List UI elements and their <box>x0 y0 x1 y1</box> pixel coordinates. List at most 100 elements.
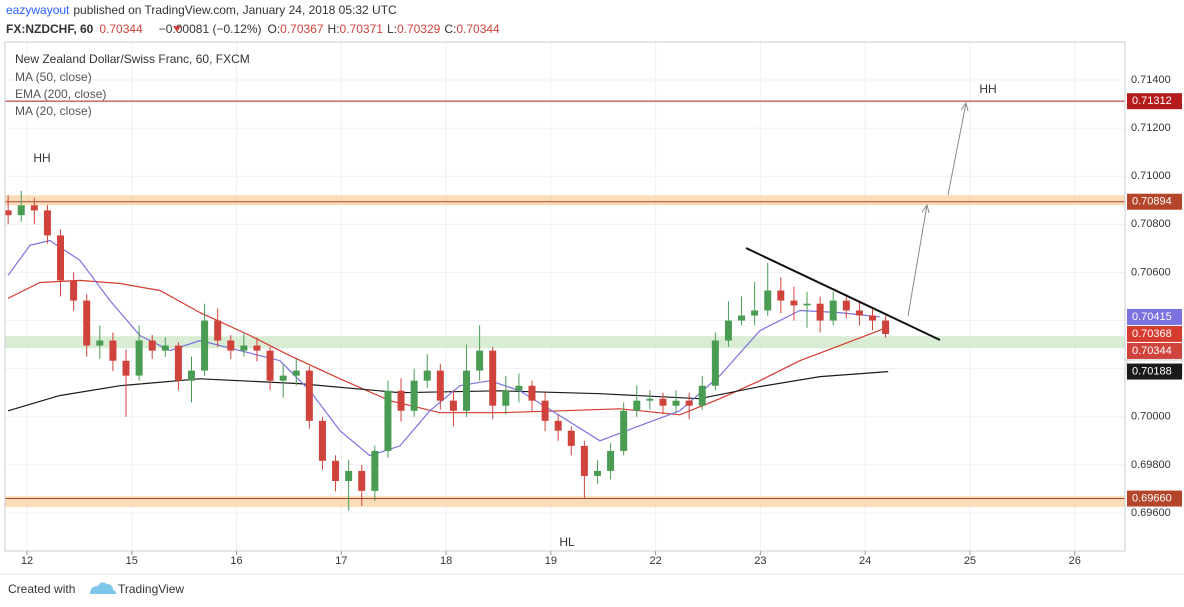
trendline <box>745 247 941 341</box>
price-badge <box>1127 363 1182 380</box>
arrow-head <box>921 203 930 214</box>
candle-body <box>371 450 379 491</box>
zone <box>5 336 1125 349</box>
y-tick-label: 0.70000 <box>1131 411 1171 423</box>
y-tick-label: 0.70600 <box>1131 266 1171 278</box>
header-line: eazywayout published on TradingView.com, … <box>6 3 397 17</box>
legend-entry: MA (20, close) <box>15 104 92 118</box>
candle-body <box>397 390 405 411</box>
price-badge-label: 0.69660 <box>1132 492 1172 504</box>
chart-title: New Zealand Dollar/Swiss Franc, 60, FXCM <box>15 52 250 66</box>
price-badge <box>1127 193 1182 210</box>
indicator-line <box>7 239 880 457</box>
candle-body <box>711 340 719 386</box>
candle-body <box>436 370 444 401</box>
change-arrow <box>173 26 181 32</box>
candle-body <box>724 320 732 341</box>
candle-body <box>122 360 130 376</box>
candle-body <box>187 370 195 381</box>
candle-body <box>672 400 680 406</box>
price-badge-label: 0.70368 <box>1132 328 1172 340</box>
candle-body <box>96 340 104 346</box>
candle-body <box>607 450 615 471</box>
y-tick-label: 0.71400 <box>1131 74 1171 86</box>
candle-body <box>751 310 759 316</box>
footer-logo <box>90 582 117 594</box>
candle-body <box>449 400 457 411</box>
candle-body <box>5 210 12 216</box>
zone <box>5 195 1125 206</box>
candle-body <box>816 303 824 321</box>
candle-body <box>777 290 785 301</box>
arrow <box>907 204 928 317</box>
candle-body <box>685 400 693 406</box>
candle-body <box>698 385 706 406</box>
candle-body <box>174 345 182 381</box>
price-badge <box>1127 308 1182 325</box>
arrow-head <box>960 101 969 112</box>
x-tick-label: 16 <box>230 555 242 567</box>
candle-body <box>489 350 497 406</box>
publisher[interactable]: eazywayout <box>6 3 70 17</box>
ohlc-value: 0.70367 <box>280 22 324 36</box>
candle-body <box>659 398 667 406</box>
price-badge <box>1127 490 1182 507</box>
candle-body <box>882 320 890 335</box>
change: −0.00081 (−0.12%) <box>159 22 262 36</box>
x-tick-label: 26 <box>1069 555 1081 567</box>
footer-created: Created with <box>8 582 75 596</box>
candle-body <box>580 445 588 476</box>
drawings <box>745 101 969 341</box>
candle-body <box>738 315 746 321</box>
candle-body <box>633 400 641 411</box>
x-tick-label: 22 <box>650 555 662 567</box>
candle-body <box>855 310 863 316</box>
candle-body <box>567 430 575 446</box>
symbol: FX:NZDCHF, 60 <box>6 22 94 36</box>
candle-body <box>829 300 837 321</box>
candle-body <box>384 390 392 451</box>
price-badge-label: 0.71312 <box>1132 95 1172 107</box>
ohlc-label: O: <box>267 22 280 36</box>
x-tick-label: 18 <box>440 555 452 567</box>
candle-body <box>279 375 287 381</box>
candle-body <box>515 385 523 391</box>
x-tick-label: 12 <box>21 555 33 567</box>
arrow <box>947 102 967 196</box>
footer-brand[interactable]: TradingView <box>118 582 184 596</box>
candle-body <box>43 210 51 236</box>
candle-body <box>410 380 418 411</box>
candle-body <box>83 300 91 346</box>
plot-border <box>4 41 1126 552</box>
x-tick-label: 25 <box>964 555 976 567</box>
candle-body <box>318 420 326 461</box>
price-badge <box>1127 342 1182 359</box>
price-badge <box>1127 325 1182 342</box>
published: published on TradingView.com, January 24… <box>73 3 397 17</box>
annotation: HL <box>559 535 575 549</box>
zone <box>5 496 1125 507</box>
y-tick-label: 0.71000 <box>1131 170 1171 182</box>
ohlc-value: 0.70329 <box>397 22 441 36</box>
ohlc-label: H: <box>328 22 340 36</box>
candle-body <box>305 370 313 421</box>
candle-body <box>790 300 798 306</box>
legend-entry: MA (50, close) <box>15 70 92 84</box>
candle-body <box>253 345 261 351</box>
y-tick-label: 0.69800 <box>1131 459 1171 471</box>
candle-body <box>554 420 562 431</box>
x-tick-label: 23 <box>754 555 766 567</box>
candle-body <box>345 470 353 482</box>
price-badge-label: 0.70415 <box>1132 311 1172 323</box>
symbol-line: FX:NZDCHF, 60 0.70344 −0.00081 (−0.12%) O:0… <box>6 22 500 36</box>
x-tick-label: 24 <box>859 555 871 567</box>
candle-body <box>266 350 274 381</box>
candle-body <box>201 320 209 371</box>
ohlc-value: 0.70344 <box>456 22 500 36</box>
candle-body <box>463 370 471 411</box>
x-tick-label: 15 <box>126 555 138 567</box>
candle-body <box>764 290 772 311</box>
annotation: HH <box>33 151 50 165</box>
legend-entry: EMA (200, close) <box>15 87 106 101</box>
